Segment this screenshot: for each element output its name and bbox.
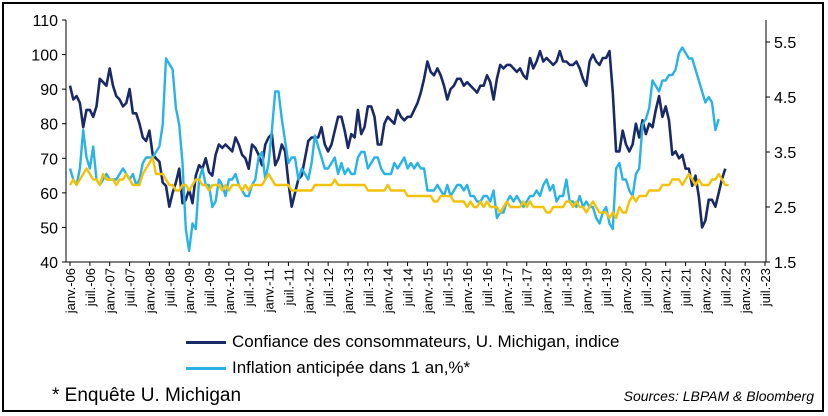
right-tick-label-2: 3.5 (774, 145, 796, 162)
right-tick-label-3: 4.5 (774, 90, 796, 107)
left-tick-label-4: 80 (40, 117, 58, 134)
x-tick-label-25: juil.-18 (559, 268, 574, 307)
right-tick-label-1: 2.5 (774, 200, 796, 217)
x-tick-label-30: janv.-21 (659, 268, 674, 314)
x-tick-label-3: juil.-07 (123, 268, 138, 307)
x-tick-label-33: juil.-22 (718, 268, 733, 307)
left-tick-label-0: 40 (40, 255, 58, 272)
x-tick-label-0: janv.-06 (63, 268, 78, 314)
legend-item-inflation: Inflation anticipée dans 1 an,%* (186, 356, 470, 380)
x-tick-label-32: janv.-22 (698, 268, 713, 314)
legend-swatch-inflation (186, 366, 226, 370)
x-tick-label-18: janv.-15 (420, 268, 435, 314)
right-tick-label-4: 5.5 (774, 35, 796, 52)
left-tick-label-7: 110 (32, 13, 58, 30)
left-tick-label-3: 70 (40, 151, 58, 168)
x-tick-label-11: juil.-11 (281, 268, 296, 306)
x-tick-label-28: janv.-20 (619, 268, 634, 314)
series-line-2 (68, 156, 729, 220)
legend-item-confidence: Confiance des consommateurs, U. Michigan… (186, 330, 619, 354)
x-tick-label-6: janv.-09 (182, 268, 197, 314)
x-tick-label-22: janv.-17 (500, 268, 515, 314)
x-tick-label-5: juil.-08 (162, 268, 177, 307)
left-tick-label-6: 100 (31, 48, 58, 65)
x-tick-label-7: juil.-09 (202, 268, 217, 307)
x-tick-label-1: juil.-06 (83, 268, 98, 307)
x-tick-label-10: janv.-11 (262, 268, 277, 313)
x-tick-label-9: juil.-10 (242, 268, 257, 307)
x-tick-label-24: janv.-18 (540, 268, 555, 314)
x-tick-label-13: juil.-12 (321, 268, 336, 307)
x-tick-label-17: juil.-14 (401, 268, 416, 307)
x-tick-label-12: janv.-12 (301, 268, 316, 314)
legend-swatch-confidence (186, 340, 226, 344)
x-tick-label-15: juil.-13 (361, 268, 376, 307)
legend-label-inflation: Inflation anticipée dans 1 an,%* (232, 358, 471, 377)
x-tick-label-27: juil.-19 (599, 268, 614, 307)
x-tick-label-35: juil.-23 (758, 268, 773, 307)
left-tick-label-1: 50 (40, 220, 58, 237)
x-tick-label-14: janv.-13 (341, 268, 356, 314)
right-tick-label-0: 1.5 (774, 255, 796, 272)
x-tick-label-2: janv.-07 (103, 268, 118, 314)
left-tick-label-5: 90 (40, 82, 58, 99)
sources-note: Sources: LBPAM & Bloomberg (623, 388, 814, 404)
series-line-1 (68, 46, 720, 253)
x-tick-label-21: juil.-16 (480, 268, 495, 307)
chart-frame (2, 2, 824, 412)
x-tick-label-34: janv.-23 (738, 268, 753, 314)
series-line-0 (68, 49, 727, 229)
axes-layer: 40 50 60 70 80 90 100 110 1.5 2.5 3.5 4.5 5.5 janv.-0… (31, 13, 796, 314)
left-tick-label-2: 60 (40, 186, 58, 203)
x-tick-label-23: juil.-17 (520, 268, 535, 307)
series-layer (68, 46, 729, 253)
x-tick-label-8: janv.-10 (222, 268, 237, 314)
x-tick-label-26: janv.-19 (579, 268, 594, 314)
legend-label-confidence: Confiance des consommateurs, U. Michigan… (232, 332, 620, 351)
x-tick-label-19: juil.-15 (440, 268, 455, 307)
x-tick-label-16: janv.-14 (381, 268, 396, 314)
x-tick-label-20: janv.-16 (460, 268, 475, 314)
x-tick-label-29: juil.-20 (639, 268, 654, 307)
footnote: * Enquête U. Michigan (52, 385, 242, 406)
x-tick-label-4: janv.-08 (142, 268, 157, 314)
x-tick-label-31: juil.-21 (679, 268, 694, 307)
